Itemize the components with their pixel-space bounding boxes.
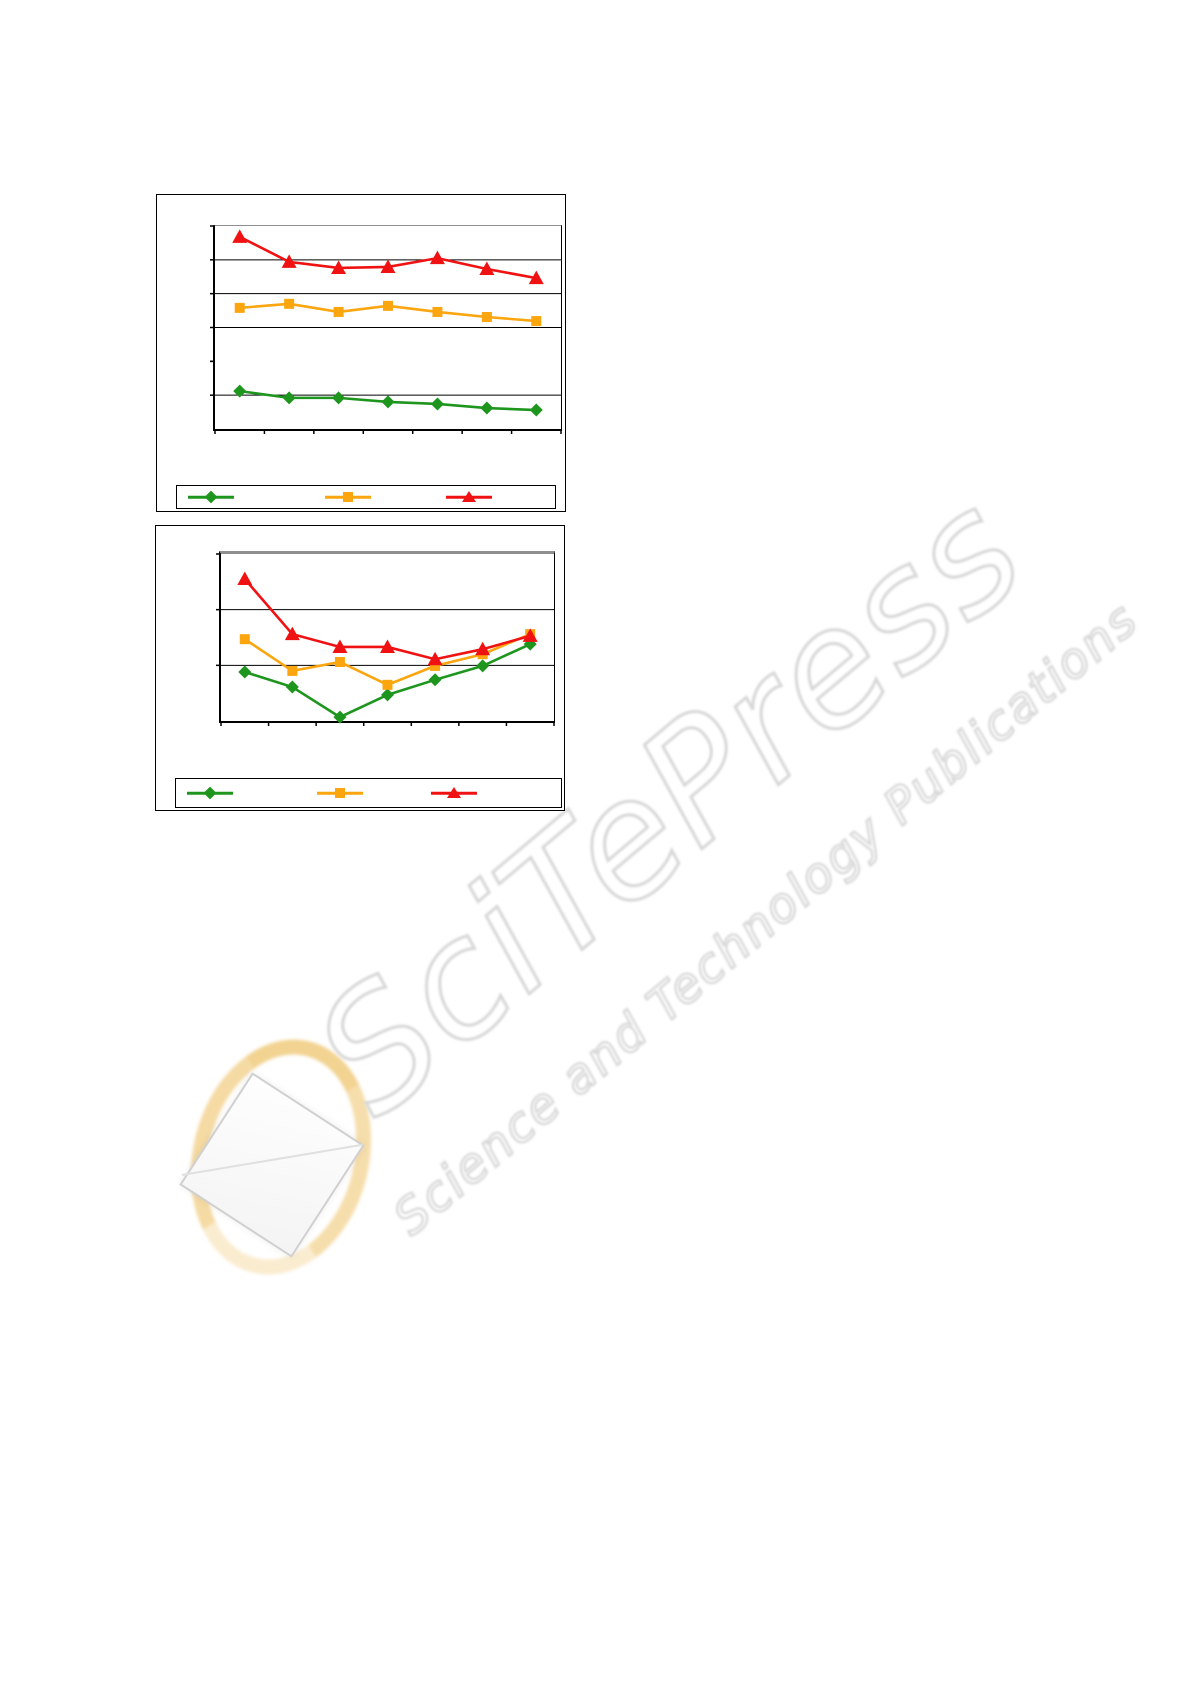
legend-sample	[188, 486, 234, 508]
diamond-marker-icon	[203, 786, 217, 800]
series-red-triangle	[232, 229, 544, 285]
legend-item-green-diamond	[187, 779, 233, 807]
triangle-marker-icon	[462, 490, 476, 502]
figure-2-legend	[175, 778, 562, 808]
legend-item-red-triangle	[431, 779, 477, 807]
legend-sample	[446, 486, 492, 508]
series-red-triangle	[237, 571, 538, 666]
figure-2-plot-svg	[216, 553, 555, 726]
series-orange-square	[239, 629, 536, 690]
legend-item-red-triangle	[446, 486, 492, 508]
figure-1-line-chart	[156, 194, 566, 512]
diamond-marker-icon	[204, 490, 218, 504]
figure-1-legend	[176, 485, 556, 509]
legend-item-orange-square	[325, 486, 371, 508]
legend-sample	[325, 486, 371, 508]
legend-item-orange-square	[317, 779, 363, 807]
figure-2-line-chart	[155, 525, 565, 811]
legend-sample	[431, 779, 477, 807]
legend-sample	[187, 779, 233, 807]
square-marker-icon	[335, 788, 345, 798]
figure-1-plot-area	[210, 225, 562, 434]
triangle-marker-icon	[447, 786, 461, 798]
legend-item-green-diamond	[188, 486, 234, 508]
square-marker-icon	[343, 492, 353, 502]
series-green-diamond	[238, 637, 537, 724]
series-green-diamond	[233, 384, 543, 417]
legend-sample	[317, 779, 363, 807]
figure-1-plot-svg	[210, 225, 562, 434]
series-orange-square	[234, 298, 542, 327]
figure-2-plot-area	[216, 551, 555, 726]
